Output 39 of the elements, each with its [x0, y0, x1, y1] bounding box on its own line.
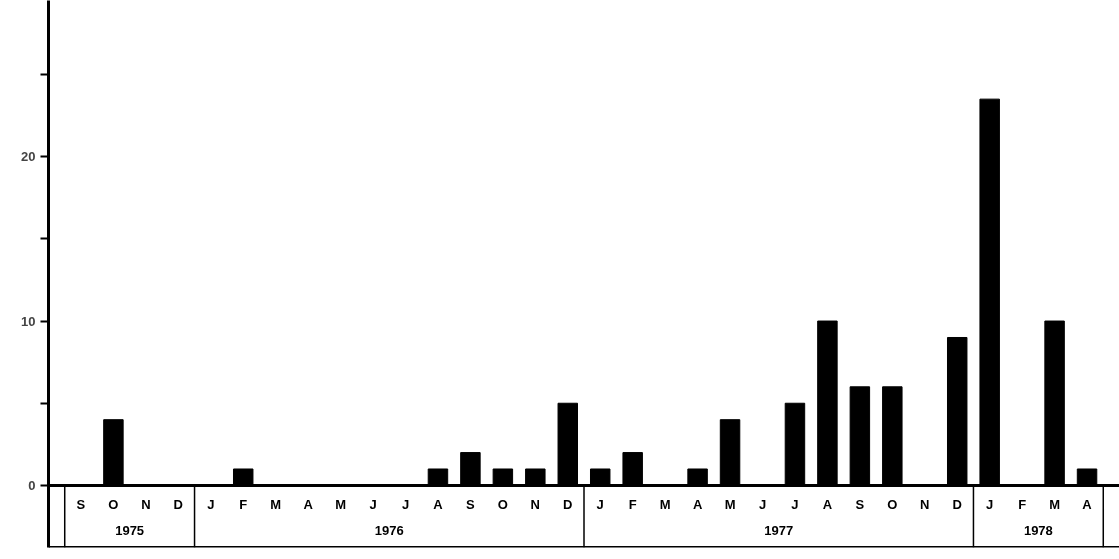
x-tick-label: S [466, 496, 476, 512]
x-tick-label: O [497, 496, 508, 512]
x-tick-label: N [920, 496, 930, 512]
x-tick-label: O [108, 496, 119, 512]
x-tick-label: F [628, 496, 637, 512]
x-tick-label: A [1082, 496, 1093, 512]
x-tick-label: D [563, 496, 573, 512]
y-tick-label: 0 [28, 477, 36, 493]
x-tick-label: M [270, 496, 282, 512]
x-tick-label: F [239, 496, 248, 512]
x-tick-label: M [659, 496, 671, 512]
x-tick-label: D [952, 496, 962, 512]
x-tick-label: J [207, 496, 215, 512]
text: 1975 [115, 522, 145, 538]
x-tick-label: J [986, 496, 994, 512]
x-tick-label: A [822, 496, 833, 512]
x-tick-label: A [303, 496, 314, 512]
x-tick-label: A [433, 496, 444, 512]
x-tick-label: J [369, 496, 377, 512]
x-tick-label: S [855, 496, 865, 512]
x-tick-label: J [401, 496, 410, 512]
y-tick-label: 10 [21, 313, 36, 329]
x-tick-label: M [724, 496, 736, 512]
x-tick-label: S [76, 496, 86, 512]
text: 1978 [1023, 522, 1053, 538]
x-tick-label: M [335, 496, 347, 512]
x-tick-label: J [758, 496, 767, 512]
x-tick-label: J [596, 496, 604, 512]
text: 1976 [374, 522, 404, 538]
text: 1977 [764, 522, 794, 538]
x-tick-label: F [1018, 496, 1027, 512]
x-tick-label: N [141, 496, 151, 512]
x-tick-label: A [692, 496, 703, 512]
y-tick-label: 20 [21, 149, 36, 165]
x-tick-label: O [887, 496, 898, 512]
x-tick-label: J [791, 496, 799, 512]
x-tick-label: N [530, 496, 541, 512]
x-tick-label: D [173, 496, 184, 512]
x-tick-label: M [1049, 496, 1061, 512]
